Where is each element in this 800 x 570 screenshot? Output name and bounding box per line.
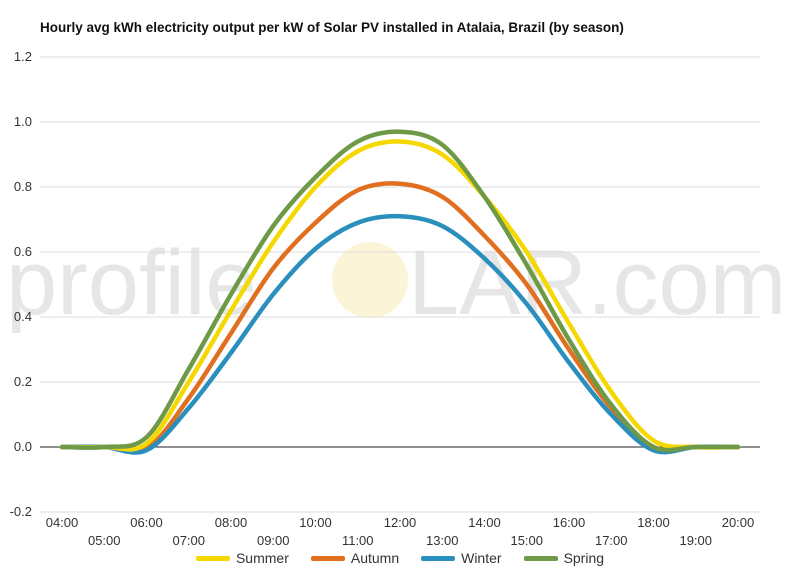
legend: Summer Autumn Winter Spring: [0, 549, 800, 567]
y-axis-ticks: -0.2 0.0 0.2 0.4 0.6 0.8 1.0 1.2: [10, 49, 32, 519]
legend-label: Spring: [563, 550, 605, 566]
legend-label: Summer: [235, 550, 289, 566]
x-tick-label: 20:00: [722, 515, 755, 530]
x-tick-label: 10:00: [299, 515, 332, 530]
legend-swatch: [195, 555, 230, 561]
x-tick-label: 14:00: [468, 515, 501, 530]
watermark-sun-icon: [332, 242, 408, 318]
x-axis-ticks: 04:00 05:00 06:00 07:00 08:00 09:00 10:00 11:00…: [46, 515, 755, 548]
series-line-spring: [59, 129, 741, 453]
y-tick-label: 0.0: [14, 439, 32, 454]
y-tick-label: 1.0: [14, 114, 32, 129]
x-tick-label: 18:00: [637, 515, 670, 530]
x-tick-label: 04:00: [46, 515, 79, 530]
series-lines: [59, 129, 741, 455]
legend-label: Autumn: [350, 550, 400, 566]
legend-item-autumn[interactable]: Autumn: [310, 549, 400, 567]
y-tick-label: 0.2: [14, 374, 32, 389]
y-tick-label: 1.2: [14, 49, 32, 64]
x-tick-label: 13:00: [426, 533, 459, 548]
x-tick-label: 11:00: [342, 533, 374, 548]
x-tick-label: 05:00: [88, 533, 121, 548]
x-tick-label: 07:00: [172, 533, 205, 548]
legend-swatch: [523, 555, 558, 561]
x-tick-label: 06:00: [130, 515, 163, 530]
legend-item-summer[interactable]: Summer: [195, 549, 289, 567]
y-tick-label: 0.8: [14, 179, 32, 194]
y-tick-label: -0.2: [10, 504, 32, 519]
legend-swatch: [421, 555, 456, 561]
x-tick-label: 16:00: [553, 515, 586, 530]
x-tick-label: 09:00: [257, 533, 290, 548]
legend-item-winter[interactable]: Winter: [421, 549, 502, 567]
y-tick-label: 0.6: [14, 244, 32, 259]
x-tick-label: 17:00: [595, 533, 628, 548]
x-tick-label: 19:00: [679, 533, 712, 548]
series-line-winter: [59, 213, 741, 455]
x-tick-label: 12:00: [384, 515, 417, 530]
watermark: profile LAR.com: [6, 232, 786, 334]
series-line-summer: [59, 139, 741, 452]
chart-title: Hourly avg kWh electricity output per kW…: [40, 20, 624, 35]
legend-label: Winter: [461, 550, 502, 566]
watermark-text-right: LAR.com: [408, 232, 786, 334]
legend-swatch: [310, 555, 345, 561]
x-tick-label: 08:00: [215, 515, 248, 530]
legend-item-spring[interactable]: Spring: [523, 549, 605, 567]
y-tick-label: 0.4: [14, 309, 32, 324]
x-tick-label: 15:00: [510, 533, 543, 548]
grid: [40, 56, 760, 513]
